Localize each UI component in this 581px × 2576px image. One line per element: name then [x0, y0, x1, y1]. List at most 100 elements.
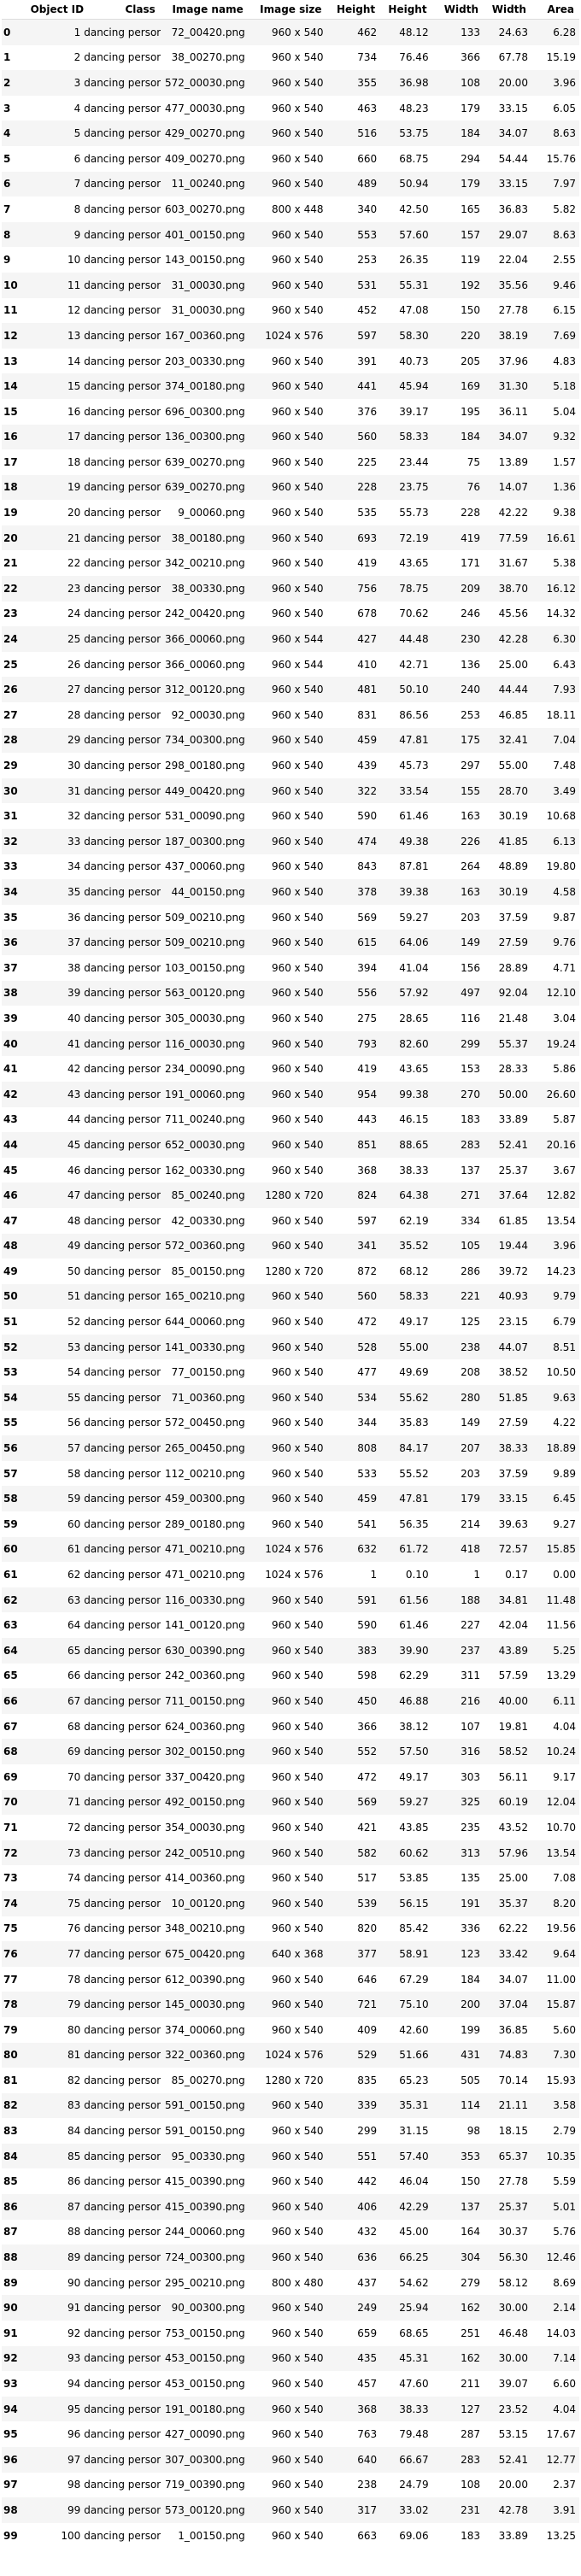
table-cell: 188: [431, 1587, 484, 1613]
row-index: 36: [2, 930, 31, 955]
table-cell: 23.44: [380, 449, 432, 475]
table-cell: 55.00: [380, 1334, 432, 1360]
table-cell: 205: [431, 348, 484, 374]
table-row: 78 79 dancing person 145_00030.png 960 x 540…: [2, 1992, 579, 2017]
table-cell: 660: [326, 145, 381, 172]
table-cell: 960 x 540: [248, 247, 327, 273]
row-index: 55: [2, 1410, 31, 1436]
table-row: 73 74 dancing person 414_00360.png 960 x 540…: [2, 1865, 579, 1891]
table-cell: 64.06: [380, 930, 432, 955]
table-cell: 14.07: [484, 474, 531, 501]
row-index: 24: [2, 626, 31, 652]
table-cell: 184: [431, 120, 484, 146]
table-cell: 85_00270.png: [160, 2068, 249, 2093]
table-cell: 37.04: [484, 1992, 531, 2017]
table-cell: 271: [431, 1182, 484, 1208]
table-cell: 960 x 540: [248, 2447, 327, 2473]
table-cell: 141_00120.png: [160, 1612, 249, 1638]
table-cell: 960 x 540: [248, 272, 327, 298]
table-cell: 99.38: [380, 1081, 432, 1107]
table-cell: 43.52: [484, 1815, 531, 1840]
table-cell: 10_00120.png: [160, 1890, 249, 1916]
table-cell: 46.04: [380, 2168, 432, 2195]
column-header: Object ID: [30, 0, 85, 20]
table-cell: 90: [30, 2269, 85, 2296]
table-cell: 305_00030.png: [160, 1006, 249, 1031]
table-cell: 45.00: [380, 2219, 432, 2245]
table-cell: 47.81: [380, 1486, 432, 1512]
table-row: 95 96 dancing person 427_00090.png 960 x 540…: [2, 2421, 579, 2447]
row-index: 15: [2, 398, 31, 425]
table-cell: 150: [431, 297, 484, 324]
table-cell: 53: [30, 1334, 85, 1360]
row-index: 92: [2, 2345, 31, 2372]
table-cell: dancing person: [84, 19, 161, 45]
table-cell: 560: [326, 424, 381, 450]
table-cell: 244_00060.png: [160, 2219, 249, 2245]
table-cell: dancing person: [84, 2321, 161, 2346]
row-index: 74: [2, 1890, 31, 1916]
table-cell: 636: [326, 2244, 381, 2270]
table-cell: 644_00060.png: [160, 1309, 249, 1335]
table-cell: 125: [431, 1309, 484, 1335]
table-cell: 149: [431, 1410, 484, 1436]
row-index: 9: [2, 247, 31, 273]
table-cell: 26.60: [531, 1081, 579, 1107]
table-cell: 374_00060.png: [160, 2016, 249, 2043]
table-cell: 3.91: [531, 2497, 579, 2523]
table-cell: 72.57: [484, 1536, 531, 1563]
table-cell: 37: [30, 930, 85, 955]
table-cell: 724_00300.png: [160, 2244, 249, 2270]
table-cell: 15.19: [531, 44, 579, 71]
table-cell: 4: [30, 95, 85, 121]
table-cell: dancing person: [84, 1309, 161, 1335]
table-row: 1 2 dancing person 38_00270.png 960 x 540 734…: [2, 44, 579, 71]
table-cell: 136_00300.png: [160, 424, 249, 450]
table-cell: 29.07: [484, 221, 531, 248]
table-cell: 348_00210.png: [160, 1916, 249, 1942]
table-cell: 302_00150.png: [160, 1739, 249, 1764]
table-cell: 453_00150.png: [160, 2371, 249, 2397]
table-cell: 9_00060.png: [160, 500, 249, 525]
table-cell: 108: [431, 2472, 484, 2498]
table-cell: dancing person: [84, 1713, 161, 1740]
table-cell: 960 x 540: [248, 576, 327, 601]
table-cell: 19.24: [531, 1030, 579, 1057]
table-cell: 157: [431, 221, 484, 248]
table-cell: 960 x 540: [248, 500, 327, 525]
table-cell: 960 x 540: [248, 1763, 327, 1790]
table-cell: 711_00150.png: [160, 1688, 249, 1714]
table-cell: 322_00360.png: [160, 2042, 249, 2068]
table-cell: 8.20: [531, 1890, 579, 1916]
table-cell: 48: [30, 1207, 85, 1234]
table-cell: 509_00210.png: [160, 930, 249, 955]
table-cell: dancing person: [84, 2168, 161, 2195]
table-cell: 75.10: [380, 1992, 432, 2017]
table-cell: 960 x 540: [248, 1713, 327, 1740]
table-cell: 46.15: [380, 1106, 432, 1133]
table-row: 9 10 dancing person 143_00150.png 960 x 540 2…: [2, 247, 579, 273]
row-index: 58: [2, 1486, 31, 1512]
table-cell: 94: [30, 2371, 85, 2397]
table-cell: 20.00: [484, 70, 531, 96]
table-cell: 516: [326, 120, 381, 146]
table-cell: 9.76: [531, 930, 579, 955]
row-index: 49: [2, 1259, 31, 1284]
table-cell: 960 x 540: [248, 2168, 327, 2195]
table-cell: 624_00360.png: [160, 1713, 249, 1740]
table-cell: 851: [326, 1132, 381, 1158]
table-cell: 249: [326, 2295, 381, 2321]
table-cell: 55.52: [380, 1460, 432, 1487]
table-cell: 10.35: [531, 2143, 579, 2169]
table-cell: 30.19: [484, 803, 531, 829]
table-cell: dancing person: [84, 626, 161, 652]
table-cell: 355: [326, 70, 381, 96]
table-cell: 489: [326, 171, 381, 197]
table-cell: 76: [431, 474, 484, 501]
table-cell: 313: [431, 1840, 484, 1866]
table-cell: 57: [30, 1435, 85, 1461]
row-index: 32: [2, 829, 31, 854]
table-cell: 678: [326, 601, 381, 627]
table-cell: 5.60: [531, 2016, 579, 2043]
table-cell: 42.50: [380, 197, 432, 222]
